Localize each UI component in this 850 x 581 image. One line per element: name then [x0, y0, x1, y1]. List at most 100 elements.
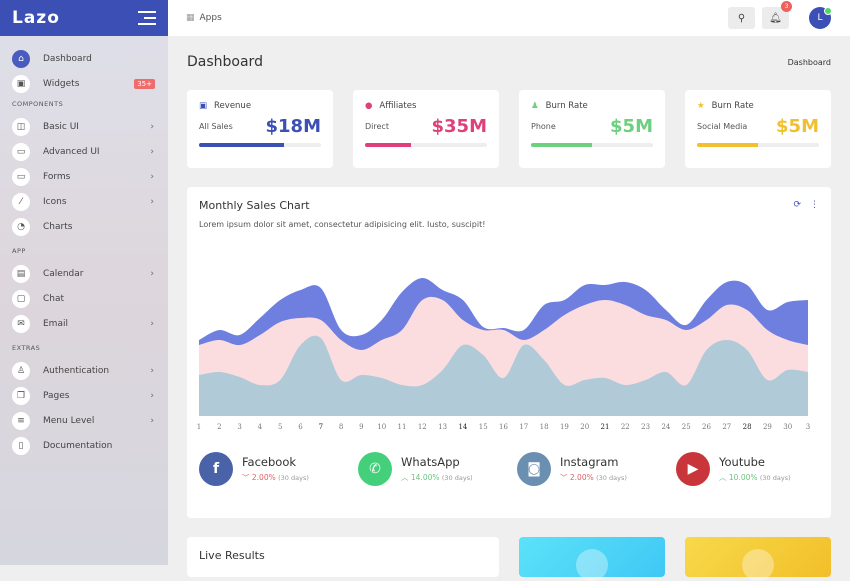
x-tick-label: 2: [217, 423, 221, 431]
cyan-widget-card: [519, 537, 665, 581]
stat-progress: [365, 143, 487, 147]
yellow-widget-card: [685, 537, 831, 581]
chevron-right-icon: ›: [150, 268, 154, 279]
hamburger-menu-icon[interactable]: [138, 11, 156, 25]
x-tick-label: 11: [398, 423, 407, 431]
x-tick-label: 5: [278, 423, 282, 431]
x-tick-label: 7: [319, 423, 323, 431]
social-name: Facebook: [242, 455, 297, 469]
social-name: Instagram: [560, 455, 619, 469]
chevron-right-icon: ›: [150, 365, 154, 376]
sidebar-item-label: Advanced UI: [43, 146, 100, 157]
sidebar-nav: ⌂ Dashboard ▣ Widgets 35+ COMPONENTS ◫ Basic UI…: [0, 36, 168, 462]
menu-icon: ≡: [12, 411, 30, 430]
chevron-right-icon: ›: [150, 196, 154, 207]
stat-label: Burn Rate: [545, 101, 588, 111]
x-tick-label: 16: [499, 423, 508, 431]
section-heading: COMPONENTS: [12, 100, 64, 108]
sidebar-item-label: Chat: [43, 293, 65, 304]
home-icon: ⌂: [12, 49, 30, 68]
avatar[interactable]: L: [809, 7, 832, 29]
user-icon: [576, 549, 608, 581]
monthly-sales-card: Monthly Sales Chart Lorem ipsum dolor si…: [187, 187, 831, 518]
section-heading: APP: [12, 247, 26, 255]
section-heading: EXTRAS: [12, 344, 41, 352]
sidebar-item-email[interactable]: ✉ Email ›: [0, 311, 168, 336]
live-results-title: Live Results: [199, 549, 265, 562]
social-instagram[interactable]: ◙ Instagram ﹀ 2.00% (30 days): [517, 452, 627, 486]
x-tick-label: 21: [601, 423, 610, 431]
search-button[interactable]: ⚲: [728, 7, 755, 29]
stat-value: $5M: [610, 116, 653, 137]
mail-icon: ✉: [12, 314, 30, 333]
chevron-right-icon: ›: [150, 318, 154, 329]
x-tick-label: 20: [580, 423, 589, 431]
sidebar-item-icons[interactable]: ⁄ Icons ›: [0, 189, 168, 214]
sidebar-item-documentation[interactable]: ▯ Documentation: [0, 433, 168, 458]
wallet-icon: ▭: [12, 142, 30, 161]
x-tick-label: 23: [641, 423, 650, 431]
social-whatsapp[interactable]: ✆ WhatsApp ︿ 14.00% (30 days): [358, 452, 473, 486]
social-name: WhatsApp: [401, 455, 460, 469]
apps-label: Apps: [199, 13, 222, 23]
sidebar-item-label: Widgets: [43, 78, 80, 89]
sidebar-item-basic-ui[interactable]: ◫ Basic UI ›: [0, 114, 168, 139]
sidebar-item-dashboard[interactable]: ⌂ Dashboard: [0, 46, 168, 71]
copy-icon: ❐: [12, 386, 30, 405]
sidebar-item-label: Pages: [43, 390, 70, 401]
more-vertical-icon[interactable]: ⋮: [810, 200, 819, 210]
stat-sub: Social Media: [697, 122, 748, 131]
live-results-card: Live Results: [187, 537, 499, 577]
stat-card: ▣ Revenue All Sales $18M: [187, 90, 333, 168]
x-tick-label: 6: [298, 423, 303, 431]
calendar-icon: ▤: [12, 264, 30, 283]
arrow-down-icon: ﹀: [242, 473, 250, 482]
widgets-badge: 35+: [134, 78, 155, 89]
sidebar-item-forms[interactable]: ▭ Forms ›: [0, 164, 168, 189]
notification-badge: 3: [781, 1, 792, 12]
x-tick-label: 28: [743, 423, 752, 431]
x-tick-label: 22: [621, 423, 630, 431]
x-tick-label: 15: [479, 423, 488, 431]
social-name: Youtube: [719, 455, 765, 469]
sidebar-item-authentication[interactable]: ♙ Authentication ›: [0, 358, 168, 383]
instagram-icon: ◙: [517, 452, 551, 486]
brush-icon: ⁄: [12, 192, 30, 211]
search-icon: ⚲: [737, 12, 746, 24]
chevron-right-icon: ›: [150, 390, 154, 401]
social-facebook[interactable]: f Facebook ﹀ 2.00% (30 days): [199, 452, 309, 486]
logo-bar: Lazo: [0, 0, 168, 36]
notification-button[interactable]: 🔔︎ 3: [762, 1, 792, 29]
x-tick-label: 3: [237, 423, 241, 431]
star-icon: ★: [697, 101, 705, 111]
sidebar-item-calendar[interactable]: ▤ Calendar ›: [0, 261, 168, 286]
sidebar-item-charts[interactable]: ◔ Charts: [0, 214, 168, 239]
x-tick-label: 8: [339, 423, 343, 431]
stat-sub: All Sales: [199, 122, 233, 131]
globe-icon: ●: [365, 101, 373, 111]
apps-link[interactable]: ▦ Apps: [186, 13, 222, 23]
sidebar-item-widgets[interactable]: ▣ Widgets 35+: [0, 71, 168, 96]
social-youtube[interactable]: ▶ Youtube ︿ 10.00% (30 days): [676, 452, 791, 486]
chevron-right-icon: ›: [150, 121, 154, 132]
facebook-icon: f: [199, 452, 233, 486]
sidebar-item-label: Basic UI: [43, 121, 79, 132]
logo: Lazo: [12, 8, 60, 28]
breadcrumb[interactable]: Dashboard: [787, 58, 831, 67]
stat-label: Affiliates: [379, 101, 417, 111]
x-tick-label: 19: [560, 423, 569, 431]
refresh-icon[interactable]: ⟳: [793, 200, 801, 210]
stat-value: $18M: [265, 116, 322, 137]
x-tick-label: 3: [806, 423, 810, 431]
sidebar-item-pages[interactable]: ❐ Pages ›: [0, 383, 168, 408]
stat-value: $5M: [776, 116, 819, 137]
stat-sub: Phone: [531, 122, 556, 131]
page-title: Dashboard: [187, 54, 263, 70]
sidebar-item-advanced-ui[interactable]: ▭ Advanced UI ›: [0, 139, 168, 164]
smile-icon: [742, 549, 774, 581]
arrow-up-icon: ︿: [719, 473, 727, 482]
sidebar-item-menu-level[interactable]: ≡ Menu Level ›: [0, 408, 168, 433]
x-tick-label: 1: [197, 423, 201, 431]
social-change: 2.00%: [569, 473, 594, 482]
sidebar-item-chat[interactable]: ▢ Chat: [0, 286, 168, 311]
